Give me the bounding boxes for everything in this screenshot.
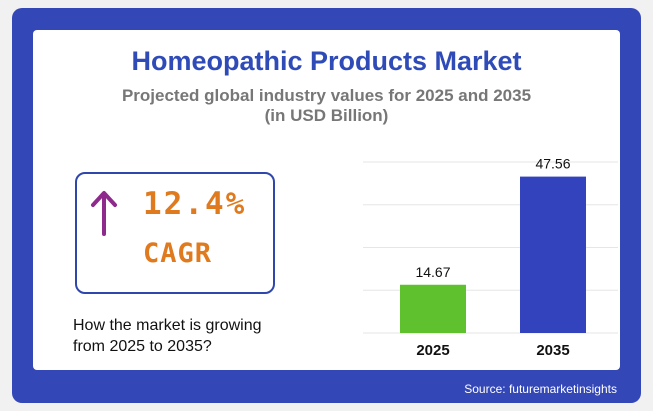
chart-subtitle: Projected global industry values for 202… xyxy=(33,86,620,126)
x-tick-label-2035: 2035 xyxy=(536,342,569,359)
growth-question: How the market is growing from 2025 to 2… xyxy=(73,315,303,357)
bar-2035 xyxy=(520,176,586,333)
x-tick-label-2025: 2025 xyxy=(416,342,449,359)
bar-2025 xyxy=(400,284,466,333)
up-arrow-icon xyxy=(91,191,117,236)
cagr-box: 12.4% CAGR xyxy=(75,172,275,294)
source-note: Source: futuremarketinsights xyxy=(464,382,617,396)
question-line-2: from 2025 to 2035? xyxy=(73,338,212,355)
cagr-value: 12.4% xyxy=(143,186,247,222)
subtitle-line-1: Projected global industry values for 202… xyxy=(121,86,532,105)
question-line-1: How the market is growing xyxy=(73,317,262,334)
cagr-label: CAGR xyxy=(143,238,213,269)
chart-card: Homeopathic Products Market Projected gl… xyxy=(33,30,620,370)
subtitle-line-2: (in USD Billion) xyxy=(264,106,389,125)
data-label-2035: 47.56 xyxy=(535,156,570,172)
chart-frame: Homeopathic Products Market Projected gl… xyxy=(12,8,641,403)
bar-chart: 14.67 2025 47.56 2035 xyxy=(363,156,618,359)
chart-title: Homeopathic Products Market xyxy=(131,46,522,76)
data-label-2025: 14.67 xyxy=(415,264,450,280)
